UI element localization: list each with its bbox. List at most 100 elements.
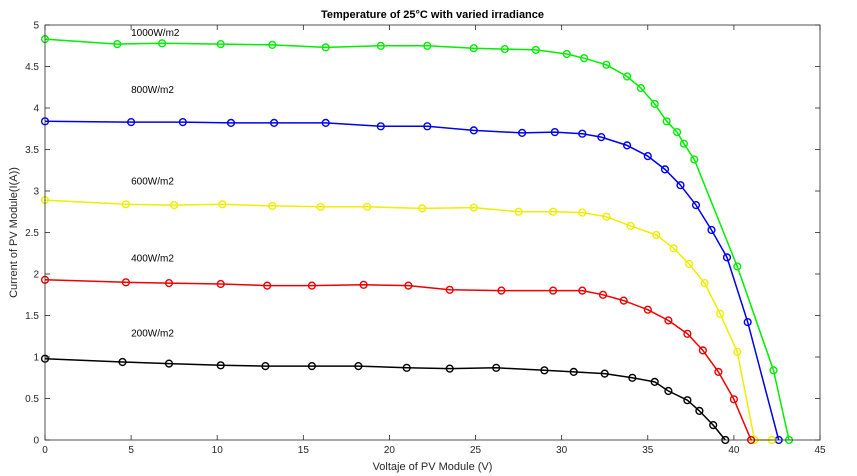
x-tick-label: 10 [212,445,224,456]
data-point [578,129,587,138]
y-tick-label: 2.5 [25,228,39,239]
data-point [652,230,661,240]
data-point [500,44,509,54]
series-line [44,120,780,441]
annotations-layer: 1000W/m2 800W/m2 600W/m2 400W/m2 200W/m2 [131,28,180,339]
data-point [540,366,549,375]
data-point [600,369,609,378]
data-point [216,39,225,49]
data-point [158,39,167,48]
data-point [597,133,606,142]
series-line [44,199,772,441]
data-point [643,152,652,161]
irradiance-annotation: 200W/m2 [131,328,174,339]
data-point [769,366,778,375]
data-point [578,286,587,295]
data-point [307,281,317,290]
data-point [531,45,540,55]
irradiance-annotation: 400W/m2 [131,254,174,265]
data-point [698,346,708,355]
x-tick-label: 25 [470,445,482,456]
data-point [404,281,413,290]
irradiance-annotation: 600W/m2 [131,176,174,187]
data-point [707,225,716,235]
data-point [359,280,368,289]
y-tick-label: 4.5 [25,62,39,73]
data-point [579,54,589,63]
data-point [127,117,136,127]
data-point [619,296,628,305]
data-point [662,117,671,126]
y-tick-label: 1.5 [25,311,39,322]
x-tick-label: 15 [298,445,310,456]
data-point [622,141,632,150]
data-point [602,60,611,69]
chart-title: Temperature of 25°C with varied irradian… [321,9,544,21]
series-2 [40,196,776,445]
data-point [700,279,709,288]
data-point [664,316,673,325]
data-point [469,203,478,212]
data-point [321,118,330,128]
data-point [492,363,501,372]
x-tick-label: 40 [728,445,740,456]
x-tick-label: 30 [556,445,568,456]
data-point [517,128,527,138]
x-tick-label: 0 [42,445,48,456]
data-point [578,208,587,217]
y-tick-label: 3.5 [25,145,39,156]
ticks-layer: 0 5 10 15 20 25 30 35 40 45 0 0.5 1 1.5 2 2.5 3 3.5 4 4.5 5 [25,21,826,457]
data-point [402,363,411,372]
data-point [218,200,227,209]
data-point [216,361,225,370]
irradiance-annotation: 1000W/m2 [131,28,180,39]
x-tick-label: 5 [128,445,134,456]
y-tick-label: 3 [33,187,39,198]
data-point [469,126,478,135]
data-point [164,359,174,368]
data-point [376,41,385,50]
data-point [660,165,670,174]
data-point [733,262,742,271]
data-point [683,329,692,338]
data-point [722,253,732,262]
y-tick-label: 0.5 [25,394,39,405]
data-point [321,43,330,52]
data-point [121,200,131,209]
data-point [569,367,578,377]
data-point [445,285,454,294]
plot-area [45,25,820,440]
y-axis-label: Current of PV Module(I(A)) [8,167,20,298]
data-point [307,362,317,371]
data-point [423,41,432,50]
data-point [715,309,725,318]
x-tick-label: 20 [384,445,396,456]
data-point [376,122,385,131]
data-point [691,201,701,210]
data-point [628,373,637,382]
data-point [418,204,427,213]
data-point [626,221,635,231]
series-3 [40,275,756,445]
y-tick-label: 5 [33,21,39,32]
curves-layer [40,34,794,445]
series-4 [40,354,730,445]
data-point [548,286,558,295]
data-point [469,44,478,53]
data-point [709,421,718,430]
data-point [261,362,270,371]
data-point [602,212,611,221]
series-line [44,279,752,441]
data-point [683,396,692,405]
data-point [695,406,704,416]
data-point [733,347,742,357]
data-point [636,83,646,93]
data-point [170,201,179,210]
data-point [622,72,632,81]
data-point [676,181,685,190]
data-point [664,386,673,396]
data-point [690,155,699,164]
data-point [679,139,689,148]
y-tick-label: 0 [33,436,39,447]
